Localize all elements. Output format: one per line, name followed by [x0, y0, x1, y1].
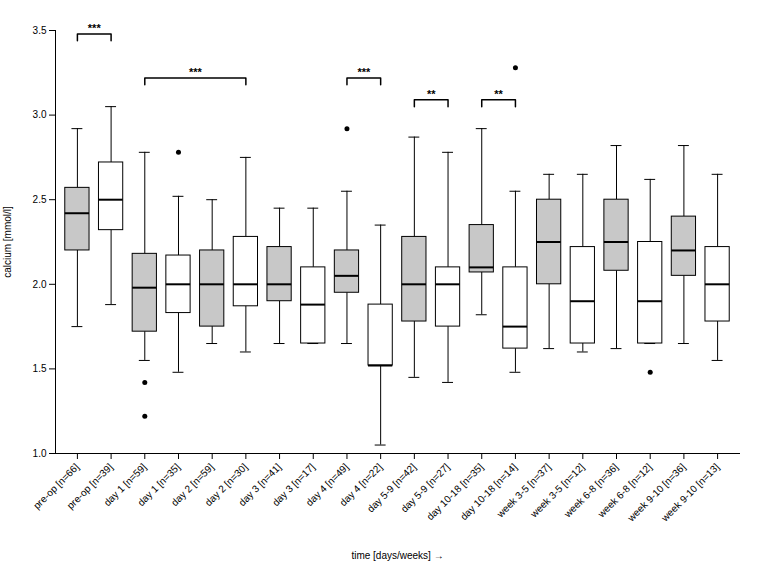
- svg-text:pre-op [n=39]: pre-op [n=39]: [64, 461, 115, 512]
- svg-text:day 1 [n=35]: day 1 [n=35]: [135, 461, 183, 509]
- svg-text:day 10-18 [n=35]: day 10-18 [n=35]: [424, 461, 485, 522]
- svg-text:day 3 [n=17]: day 3 [n=17]: [270, 461, 317, 509]
- svg-text:week 6-8 [n=12]: week 6-8 [n=12]: [595, 461, 654, 520]
- svg-text:**: **: [427, 88, 436, 100]
- svg-text:2.0: 2.0: [33, 279, 47, 290]
- svg-text:day 5-9 [n=42]: day 5-9 [n=42]: [364, 461, 418, 515]
- svg-text:week 3-5 [n=12]: week 3-5 [n=12]: [528, 461, 587, 520]
- svg-text:day 3 [n=41]: day 3 [n=41]: [236, 461, 284, 509]
- svg-text:**: **: [494, 88, 503, 100]
- svg-text:2.5: 2.5: [33, 194, 47, 205]
- svg-text:calcium [mmol/l]: calcium [mmol/l]: [2, 206, 13, 278]
- svg-text:week 9-10 [n=13]: week 9-10 [n=13]: [658, 461, 721, 524]
- svg-text:week 3-5 [n=37]: week 3-5 [n=37]: [494, 461, 553, 520]
- svg-text:day 4 [n=49]: day 4 [n=49]: [303, 461, 351, 509]
- svg-text:pre-op [n=66]: pre-op [n=66]: [31, 461, 82, 512]
- svg-text:day 4 [n=22]: day 4 [n=22]: [337, 461, 385, 509]
- svg-text:***: ***: [357, 66, 371, 78]
- svg-text:day 1 [n=59]: day 1 [n=59]: [101, 461, 149, 509]
- svg-text:3.0: 3.0: [33, 109, 47, 120]
- svg-text:1.5: 1.5: [33, 363, 47, 374]
- svg-text:day 10-18 [n=14]: day 10-18 [n=14]: [458, 461, 519, 522]
- svg-text:day 5-9 [n=27]: day 5-9 [n=27]: [398, 461, 452, 515]
- svg-text:day 2 [n=30]: day 2 [n=30]: [202, 461, 250, 509]
- svg-text:1.0: 1.0: [33, 448, 47, 459]
- svg-text:time [days/weeks] →: time [days/weeks] →: [351, 550, 443, 561]
- svg-text:***: ***: [189, 66, 203, 78]
- svg-text:week 9-10 [n=36]: week 9-10 [n=36]: [625, 461, 688, 524]
- svg-text:day 2 [n=59]: day 2 [n=59]: [169, 461, 216, 509]
- svg-text:***: ***: [88, 22, 102, 34]
- svg-text:week 6-8 [n=36]: week 6-8 [n=36]: [561, 461, 621, 520]
- svg-text:3.5: 3.5: [33, 25, 47, 36]
